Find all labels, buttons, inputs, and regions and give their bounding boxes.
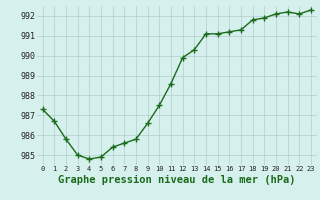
X-axis label: Graphe pression niveau de la mer (hPa): Graphe pression niveau de la mer (hPa)	[58, 175, 296, 185]
